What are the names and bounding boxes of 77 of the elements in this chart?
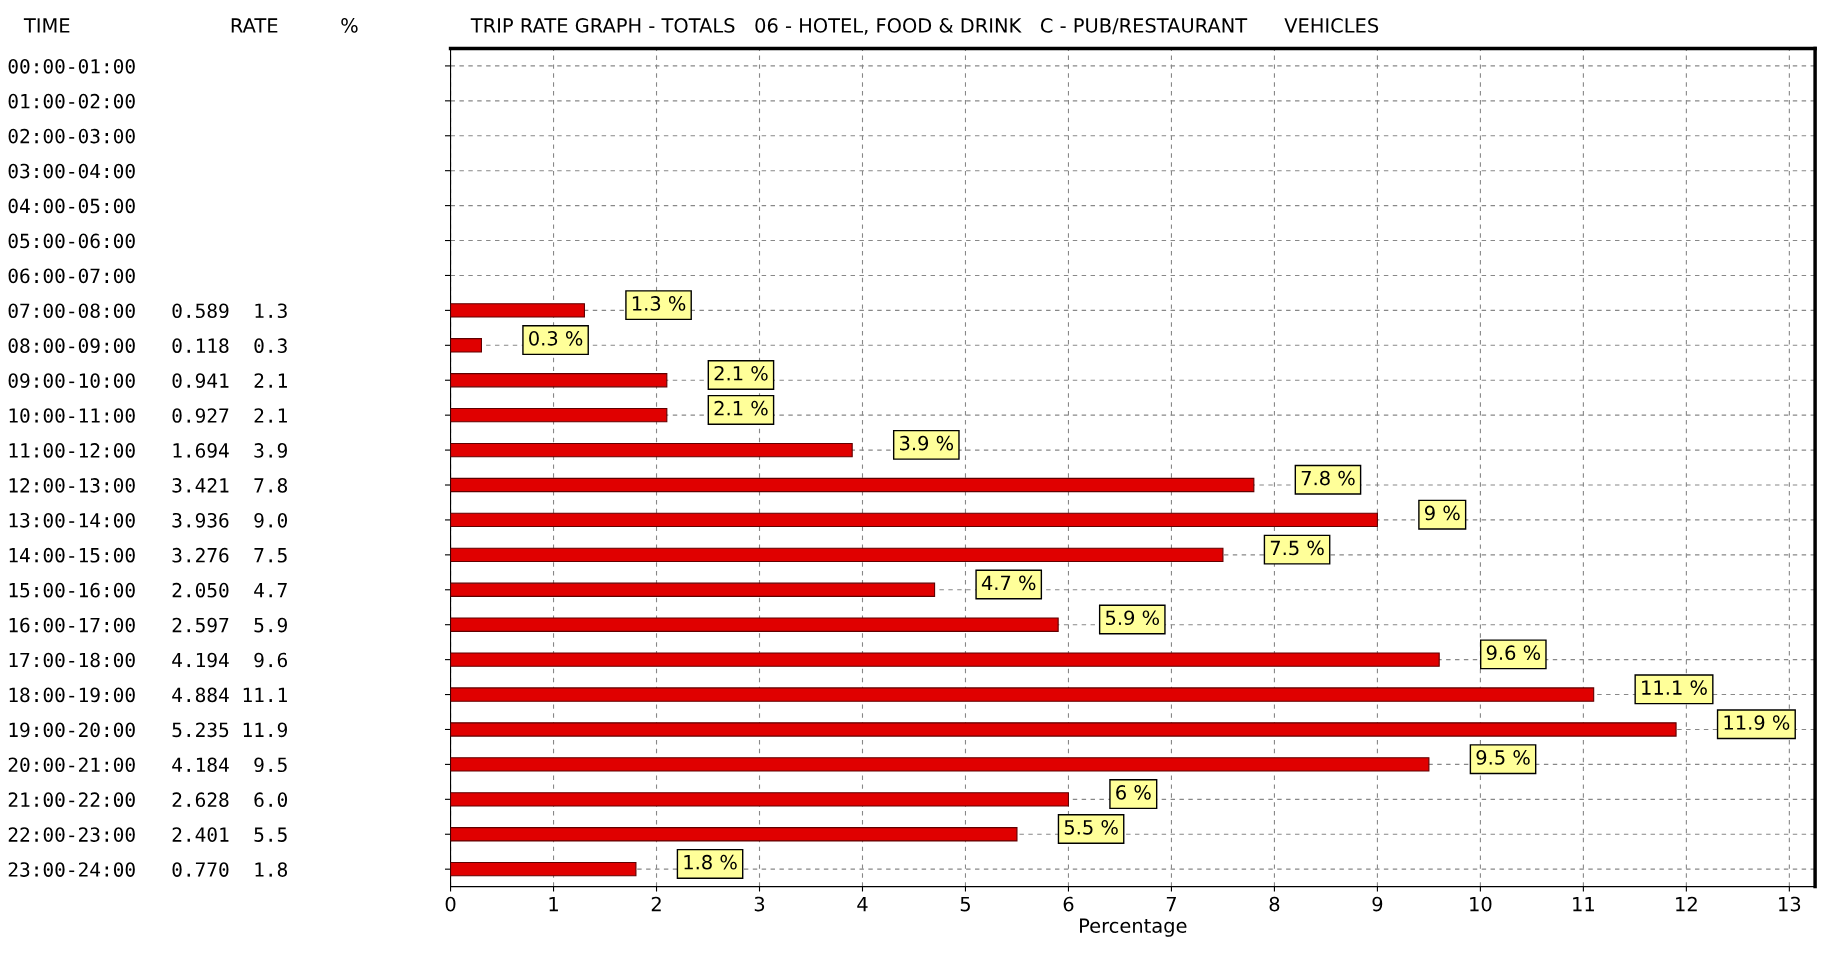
x-tick-label: 11 (1573, 896, 1594, 912)
data-label: 3.9 % (900, 435, 954, 451)
bar (450, 547, 1224, 563)
chart-title: TRIP RATE GRAPH - TOTALS 06 - HOTEL, FOOD & DRINK C - PUB/RESTAURANT VEHICLES (470, 18, 1379, 35)
bar (450, 582, 936, 597)
y-tick-label: 05:00-06:00 (8, 233, 135, 249)
bar (450, 477, 1255, 493)
bar (450, 373, 668, 388)
y-tick-label: 16:00-17:00 2.597 5.9 (9, 617, 287, 633)
text: TIME (23, 18, 70, 33)
data-label: 7.8 % (1301, 470, 1355, 486)
x-tick-label: 1 (549, 896, 558, 912)
bar (450, 652, 1440, 667)
y-tick-label: 07:00-08:00 0.589 1.3 (8, 303, 287, 319)
y-tick-label: 02:00-03:00 (8, 128, 135, 144)
y-tick-label: 09:00-10:00 0.941 2.1 (8, 373, 287, 388)
data-label: 9.5 % (1476, 750, 1530, 765)
bar (450, 617, 1059, 632)
y-tick-label: 23:00-24:00 0.770 1.8 (8, 862, 288, 877)
y-tick-label: 22:00-23:00 2.401 5.5 (8, 827, 287, 842)
x-tick-label: 0 (445, 896, 456, 912)
y-tick-label: 04:00-05:00 (8, 198, 135, 214)
bar (450, 722, 1677, 737)
y-tick-label: 10:00-11:00 0.927 2.1 (9, 408, 287, 423)
data-label: 2.1 % (714, 400, 768, 416)
bar (450, 303, 585, 318)
x-tick-label: 13 (1779, 896, 1801, 912)
y-tick-label: 13:00-14:00 3.936 9.0 (9, 512, 288, 528)
y-tick-label: 14:00-15:00 3.276 7.5 (9, 547, 287, 563)
data-label: 9.6 % (1486, 645, 1541, 661)
bar (450, 512, 1378, 528)
bar (450, 792, 1070, 807)
data-label: 5.5 % (1064, 819, 1118, 835)
data-label: 6 % (1116, 785, 1151, 800)
y-tick-label: 21:00-22:00 2.628 6.0 (8, 792, 288, 808)
data-label: 9 % (1424, 505, 1460, 521)
data-label: 0.3 % (529, 331, 583, 346)
x-tick-label: 12 (1676, 896, 1697, 912)
y-tick-label: 08:00-09:00 0.118 0.3 (8, 338, 287, 354)
text: % (341, 18, 358, 33)
x-tick-label: 10 (1470, 896, 1492, 912)
bar (450, 687, 1595, 702)
data-label: 1.3 % (632, 296, 686, 311)
x-tick-label: 4 (857, 896, 868, 912)
x-tick-label: 9 (1372, 896, 1383, 912)
y-tick-label: 06:00-07:00 (8, 268, 135, 284)
x-tick-label: 2 (651, 896, 661, 912)
bar (450, 442, 853, 458)
data-label: 7.5 % (1270, 540, 1324, 556)
bar (450, 861, 637, 877)
bar (450, 827, 1018, 842)
bar (450, 407, 668, 423)
y-tick-label: 18:00-19:00 4.884 11.1 (9, 687, 287, 703)
data-label: 5.9 % (1106, 610, 1160, 626)
data-label: 11.9 % (1724, 715, 1790, 730)
x-axis-title: Percentage (1080, 918, 1187, 937)
y-tick-label: 15:00-16:00 2.050 4.7 (9, 582, 287, 598)
y-tick-label: 20:00-21:00 4.184 9.5 (8, 757, 287, 773)
text: RATE (231, 18, 278, 33)
x-tick-label: 5 (960, 896, 970, 912)
y-tick-label: 17:00-18:00 4.194 9.6 (9, 652, 288, 668)
y-tick-label: 03:00-04:00 (8, 163, 135, 179)
x-tick-label: 6 (1063, 896, 1074, 912)
data-label: 11.1 % (1642, 680, 1707, 695)
data-label: 4.7 % (981, 575, 1036, 591)
y-tick-label: 00:00-01:00 (8, 58, 135, 74)
y-tick-label: 19:00-20:00 5.235 11.9 (9, 722, 287, 738)
y-tick-label: 11:00-12:00 1.694 3.9 (9, 443, 287, 458)
x-tick-label: 3 (754, 896, 765, 912)
bar (450, 757, 1430, 772)
data-label: 2.1 % (714, 365, 768, 381)
bar (450, 338, 483, 353)
x-tick-label: 7 (1166, 896, 1176, 912)
y-tick-label: 12:00-13:00 3.421 7.8 (9, 478, 288, 493)
data-label: 1.8 % (684, 854, 737, 870)
y-tick-label: 01:00-02:00 (8, 93, 135, 109)
x-tick-label: 8 (1269, 896, 1280, 912)
